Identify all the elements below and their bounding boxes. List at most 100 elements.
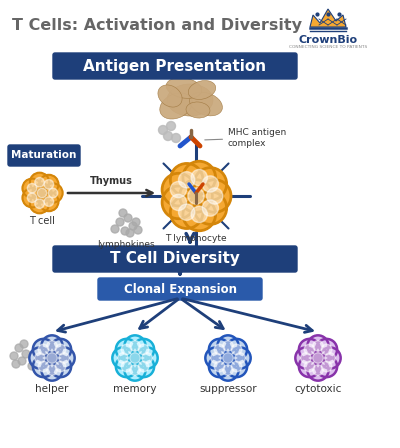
Circle shape — [313, 340, 323, 351]
Circle shape — [38, 344, 49, 355]
Circle shape — [38, 361, 49, 372]
Text: MHC antigen
complex: MHC antigen complex — [205, 128, 286, 148]
Circle shape — [299, 356, 320, 377]
Circle shape — [47, 340, 57, 351]
Circle shape — [20, 340, 28, 348]
Polygon shape — [310, 9, 346, 27]
Circle shape — [320, 348, 341, 369]
Circle shape — [138, 361, 149, 372]
Circle shape — [211, 353, 221, 363]
Circle shape — [121, 227, 129, 235]
Text: memory: memory — [113, 384, 157, 394]
Circle shape — [191, 206, 208, 223]
Ellipse shape — [188, 81, 216, 99]
Circle shape — [126, 229, 134, 237]
Circle shape — [170, 194, 186, 211]
Text: T cell: T cell — [29, 216, 55, 226]
Circle shape — [295, 348, 316, 369]
Circle shape — [194, 192, 227, 224]
Circle shape — [27, 193, 37, 202]
Circle shape — [138, 344, 149, 355]
Circle shape — [130, 353, 140, 363]
Text: suppressor: suppressor — [199, 384, 257, 394]
Circle shape — [15, 344, 23, 352]
Text: Clonal Expansion: Clonal Expansion — [124, 283, 236, 296]
Circle shape — [158, 125, 168, 134]
Circle shape — [133, 339, 154, 360]
Circle shape — [162, 173, 195, 206]
Circle shape — [209, 339, 230, 360]
Circle shape — [112, 348, 134, 369]
Text: Maturation: Maturation — [11, 151, 77, 160]
Circle shape — [214, 344, 225, 355]
Circle shape — [43, 183, 62, 202]
Circle shape — [59, 353, 69, 363]
FancyBboxPatch shape — [53, 53, 297, 79]
Circle shape — [308, 336, 328, 357]
Text: T Cell Diversity: T Cell Diversity — [110, 251, 240, 267]
Circle shape — [55, 361, 66, 372]
Circle shape — [32, 183, 52, 202]
Ellipse shape — [167, 84, 213, 116]
Ellipse shape — [160, 93, 192, 119]
Circle shape — [42, 348, 62, 369]
Circle shape — [47, 353, 57, 363]
Circle shape — [33, 356, 54, 377]
Circle shape — [325, 353, 335, 363]
Circle shape — [226, 339, 247, 360]
Circle shape — [313, 353, 323, 363]
Circle shape — [124, 336, 146, 357]
Circle shape — [178, 204, 195, 220]
Circle shape — [27, 183, 37, 193]
Text: CrownBio: CrownBio — [298, 35, 358, 45]
Ellipse shape — [186, 102, 210, 118]
Circle shape — [183, 198, 216, 231]
Circle shape — [33, 339, 54, 360]
Circle shape — [304, 361, 315, 372]
Ellipse shape — [166, 78, 202, 98]
Circle shape — [188, 188, 204, 204]
Circle shape — [206, 188, 223, 204]
Circle shape — [214, 361, 225, 372]
Circle shape — [42, 336, 62, 357]
Circle shape — [54, 348, 75, 369]
Circle shape — [29, 348, 50, 369]
Circle shape — [118, 353, 128, 363]
Circle shape — [170, 181, 186, 198]
Circle shape — [130, 365, 140, 375]
Circle shape — [205, 348, 226, 369]
Circle shape — [22, 188, 42, 207]
Circle shape — [28, 362, 36, 370]
Circle shape — [164, 132, 172, 141]
Circle shape — [170, 164, 203, 196]
Circle shape — [44, 197, 54, 207]
Circle shape — [316, 356, 337, 377]
Circle shape — [30, 194, 49, 213]
Circle shape — [172, 134, 180, 142]
Circle shape — [119, 209, 127, 217]
Circle shape — [170, 196, 203, 228]
Circle shape — [231, 361, 242, 372]
Circle shape — [35, 177, 44, 187]
Text: cytotoxic: cytotoxic — [294, 384, 342, 394]
Circle shape — [308, 348, 328, 369]
Circle shape — [136, 348, 158, 369]
Circle shape — [42, 360, 62, 381]
Circle shape — [223, 340, 233, 351]
Circle shape — [198, 180, 231, 212]
Circle shape — [308, 360, 328, 381]
Circle shape — [48, 188, 58, 198]
Circle shape — [142, 353, 152, 363]
Circle shape — [134, 226, 142, 234]
Circle shape — [194, 168, 227, 200]
Text: Antigen Presentation: Antigen Presentation — [84, 59, 266, 73]
Circle shape — [116, 218, 124, 226]
Circle shape — [50, 356, 71, 377]
Circle shape — [55, 344, 66, 355]
Circle shape — [22, 350, 30, 358]
Ellipse shape — [190, 92, 222, 116]
Circle shape — [299, 339, 320, 360]
Circle shape — [47, 365, 57, 375]
Circle shape — [35, 353, 45, 363]
Circle shape — [30, 172, 49, 192]
